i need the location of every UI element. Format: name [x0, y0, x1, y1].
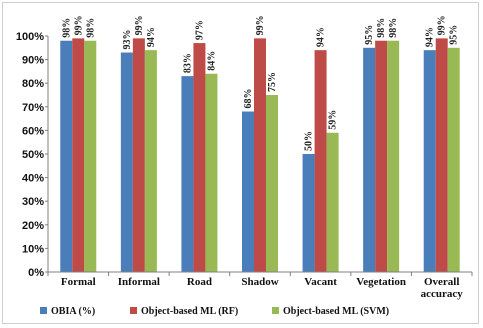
- legend-swatch-object-based-ml-rf: [130, 307, 137, 314]
- bar-object-based-ml-svm-overall-accuracy: [447, 47, 460, 272]
- legend: OBIA (%) Object-based ML (RF) Object-based…: [40, 306, 389, 317]
- y-tick-label: 100%: [16, 31, 44, 43]
- bar-object-based-ml-svm-formal: [84, 40, 97, 272]
- data-labels: 98% 99% 98%93%99%94%83%97%84%68%99%75%50%9…: [61, 15, 459, 151]
- data-label: 93%: [122, 30, 133, 50]
- bar-object-based-ml-svm-shadow: [266, 95, 278, 272]
- bar-object-based-ml-rf-vegetation: [375, 40, 388, 272]
- x-tick-label: Informal: [118, 276, 160, 288]
- data-label: 83%: [182, 53, 193, 73]
- data-label: 95%: [364, 25, 375, 45]
- x-tick-label: Formal: [61, 276, 96, 288]
- bar-object-based-ml-svm-road: [205, 73, 218, 272]
- x-tick-label: Road: [187, 276, 212, 288]
- data-label: 94%: [425, 27, 436, 47]
- data-label: 97%: [194, 20, 205, 40]
- legend-swatch-obia: [40, 307, 47, 314]
- bar-obia-road: [181, 76, 194, 273]
- data-label: 75%: [267, 72, 278, 92]
- bar-object-based-ml-rf-vacant: [314, 50, 327, 272]
- data-label: 99%: [255, 15, 266, 35]
- chart-frame: [2, 2, 479, 324]
- data-label: 84%: [206, 51, 217, 71]
- data-label: 50%: [304, 131, 315, 151]
- bar-object-based-ml-rf-overall-accuracy: [435, 38, 448, 272]
- data-label: 94%: [146, 27, 157, 47]
- bar-obia-shadow: [242, 111, 254, 273]
- legend-swatch-object-based-ml-svm: [272, 307, 279, 314]
- y-tick-label: 90%: [22, 55, 44, 67]
- bar-object-based-ml-svm-vacant: [326, 132, 339, 272]
- legend-label-object-based-ml-rf: Object-based ML (RF): [141, 306, 238, 317]
- data-label: 98%: [61, 18, 72, 38]
- data-label: 68%: [243, 89, 254, 109]
- x-tick-label: Shadow: [241, 276, 278, 288]
- data-label: 95%: [449, 25, 460, 45]
- data-label: 59%: [328, 110, 339, 130]
- legend-label-obia: OBIA (%): [51, 306, 95, 317]
- bar-object-based-ml-rf-shadow: [254, 38, 266, 272]
- bars: [60, 38, 460, 273]
- data-label: 98%: [85, 18, 96, 38]
- bar-object-based-ml-rf-road: [193, 43, 206, 272]
- bar-object-based-ml-rf-formal: [72, 38, 85, 272]
- data-label: 98%: [376, 18, 387, 38]
- data-label: 99%: [73, 15, 84, 35]
- data-label: 99%: [437, 15, 448, 35]
- x-tick-label: Vegetation: [356, 276, 406, 288]
- data-label: 98%: [388, 18, 399, 38]
- data-label: 99%: [134, 15, 145, 35]
- y-tick-label: 80%: [22, 78, 44, 90]
- y-tick-label: 40%: [22, 173, 44, 185]
- x-axis: Formal Informal Road Shadow Vacant Vegetation…: [47, 271, 473, 300]
- y-tick-label: 20%: [22, 220, 44, 232]
- data-label: 94%: [316, 27, 327, 47]
- y-tick-label: 10%: [22, 243, 44, 255]
- y-tick-label: 70%: [22, 102, 44, 114]
- bar-obia-informal: [120, 52, 133, 272]
- bar-obia-formal: [60, 40, 73, 272]
- bar-obia-vacant: [302, 154, 315, 272]
- y-tick-label: 0%: [28, 267, 44, 279]
- y-tick-label: 60%: [22, 125, 44, 137]
- bar-object-based-ml-svm-vegetation: [387, 40, 400, 272]
- bar-object-based-ml-rf-informal: [132, 38, 145, 272]
- bar-obia-overall-accuracy: [423, 50, 436, 272]
- bar-object-based-ml-svm-informal: [144, 50, 157, 272]
- legend-label-object-based-ml-svm: Object-based ML (SVM): [283, 306, 389, 317]
- x-tick-label: Vacant: [304, 276, 337, 288]
- y-axis: 0% 10% 20% 30% 40% 50% 60% 70% 80% 90% 100%: [16, 31, 49, 279]
- bar-obia-vegetation: [363, 47, 376, 272]
- y-tick-label: 30%: [22, 196, 44, 208]
- x-tick-label: Overall: [424, 276, 459, 288]
- x-tick-label: accuracy: [421, 288, 464, 300]
- y-tick-label: 50%: [22, 149, 44, 161]
